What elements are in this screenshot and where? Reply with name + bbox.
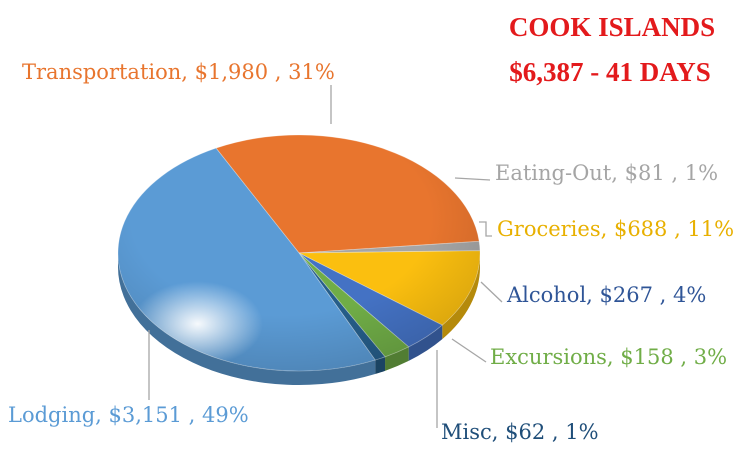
- pie-slices: [117, 134, 481, 385]
- slice-label-misc: Misc, $62 , 1%: [441, 420, 599, 444]
- leader-line-excursions: [451, 338, 487, 363]
- slice-label-excursions: Excursions, $158 , 3%: [490, 345, 727, 369]
- slice-side-excursions: [385, 346, 409, 371]
- slice-label-eating-out: Eating-Out, $81 , 1%: [495, 161, 718, 185]
- leader-lines: [148, 85, 503, 428]
- leader-line-alcohol: [480, 281, 503, 303]
- slice-label-alcohol: Alcohol, $267 , 4%: [506, 283, 706, 307]
- slice-side-lodging: [118, 253, 376, 385]
- slice-side-misc: [375, 356, 386, 375]
- chart-subtitle: $6,387 - 41 DAYS: [509, 57, 711, 87]
- slice-side-alcohol: [408, 325, 443, 361]
- slice-labels: Transportation, $1,980 , 31% Eating-Out, …: [8, 60, 734, 444]
- leader-line-eating-out: [454, 177, 491, 181]
- slice-label-groceries: Groceries, $688 , 11%: [497, 217, 734, 241]
- slice-label-transportation: Transportation, $1,980 , 31%: [22, 60, 335, 84]
- leader-line-groceries: [479, 221, 492, 237]
- pie-highlight: [118, 135, 480, 371]
- slice-label-lodging: Lodging, $3,151 , 49%: [8, 403, 249, 427]
- slice-side-groceries: [442, 253, 480, 340]
- chart-title: COOK ISLANDS: [509, 12, 715, 42]
